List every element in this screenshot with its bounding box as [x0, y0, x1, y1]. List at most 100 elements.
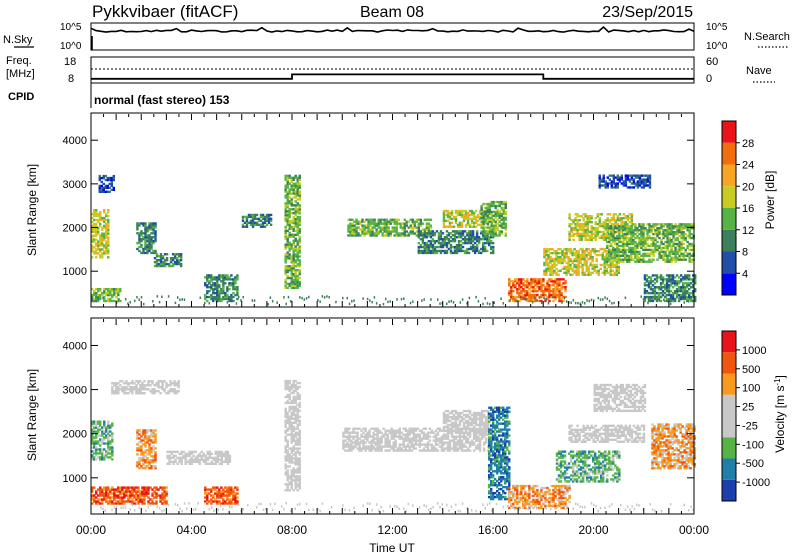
heatmap-cell	[97, 214, 100, 218]
heatmap-cell	[648, 225, 651, 228]
heatmap-cell	[514, 297, 517, 301]
heatmap-cell	[556, 278, 559, 281]
heatmap-cell	[571, 259, 574, 263]
heatmap-cell	[123, 494, 126, 497]
heatmap-cell	[490, 212, 493, 216]
heatmap-cell	[143, 380, 146, 383]
heatmap-cell	[100, 186, 103, 190]
heatmap-cell	[578, 226, 581, 230]
heatmap-cell	[228, 494, 231, 497]
heatmap-cell	[636, 184, 640, 187]
heatmap-cell	[141, 500, 144, 503]
heatmap-cell	[453, 249, 457, 253]
heatmap-cell	[682, 227, 685, 230]
heatmap-cell	[208, 289, 211, 293]
heatmap-cell	[554, 282, 557, 285]
heatmap-cell	[292, 217, 295, 221]
heatmap-cell	[101, 488, 104, 491]
heatmap-cell	[682, 256, 685, 259]
heatmap-cell	[220, 454, 224, 458]
heatmap-cell	[206, 500, 209, 503]
heatmap-cell	[91, 256, 94, 259]
heatmap-cell	[624, 220, 628, 224]
heatmap-cell	[687, 295, 691, 299]
heatmap-cell	[127, 500, 130, 503]
heatmap-cell	[498, 200, 501, 204]
heatmap-cell	[347, 230, 350, 233]
heatmap-cell	[286, 204, 289, 207]
heatmap-cell	[618, 234, 621, 238]
heatmap-cell	[461, 238, 465, 241]
heatmap-cell	[403, 230, 406, 233]
heatmap-cell	[363, 228, 366, 231]
heatmap-cell	[662, 246, 665, 250]
heatmap-cell	[427, 226, 431, 229]
heatmap-cell	[654, 238, 657, 242]
heatmap-cell	[292, 274, 295, 278]
heatmap-cell	[369, 218, 372, 221]
heatmap-cell	[598, 213, 601, 216]
heatmap-cell	[510, 289, 513, 293]
heatmap-cell	[296, 282, 299, 286]
heatmap-cell	[486, 214, 489, 218]
heatmap-cell	[347, 228, 350, 231]
heatmap-cell	[681, 282, 685, 285]
heatmap-cell	[676, 248, 679, 252]
heatmap-cell	[480, 216, 483, 219]
heatmap-cell	[502, 222, 505, 225]
heatmap-cell	[210, 293, 213, 297]
heatmap-cell	[445, 238, 449, 241]
heatmap-cell	[690, 232, 693, 236]
heatmap-cell	[147, 384, 150, 387]
heatmap-cell	[104, 186, 107, 190]
heatmap-cell	[572, 228, 575, 232]
heatmap-cell	[121, 380, 124, 383]
heatmap-cell	[445, 251, 449, 255]
heatmap-cell	[157, 386, 160, 389]
heatmap-cell	[93, 430, 96, 433]
heatmap-cell	[240, 299, 242, 302]
heatmap-cell	[143, 392, 146, 395]
heatmap-cell	[152, 228, 155, 231]
heatmap-cell	[599, 253, 602, 257]
heatmap-cell	[206, 456, 209, 460]
heatmap-cell	[594, 230, 597, 234]
heatmap-cell	[470, 221, 474, 224]
heatmap-cell	[612, 178, 615, 181]
heatmap-cell	[640, 240, 643, 244]
heatmap-cell	[575, 250, 578, 253]
heatmap-cell	[546, 284, 549, 287]
heatmap-cell	[232, 498, 235, 501]
heatmap-cell	[473, 241, 477, 245]
heatmap-cell	[615, 265, 619, 269]
heatmap-cell	[482, 216, 485, 219]
heatmap-cell	[359, 220, 362, 223]
heatmap-cell	[534, 280, 537, 283]
heatmap-cell	[234, 500, 237, 503]
heatmap-cell	[542, 289, 545, 293]
heatmap-cell	[479, 238, 483, 241]
heatmap-cell	[216, 460, 220, 464]
heatmap-cell	[540, 280, 543, 283]
heatmap-cell	[125, 382, 128, 385]
heatmap-cell	[579, 302, 581, 306]
heatmap-cell	[498, 230, 501, 233]
heatmap-cell	[684, 225, 687, 228]
heatmap-cell	[628, 232, 632, 236]
heatmap-cell	[105, 224, 108, 228]
heatmap-cell	[516, 295, 519, 299]
heatmap-cell	[103, 420, 106, 423]
heatmap-cell	[484, 206, 487, 210]
heatmap-cell	[465, 249, 469, 253]
heatmap-cell	[582, 228, 585, 232]
heatmap-cell	[622, 260, 625, 263]
heatmap-cell	[157, 262, 161, 266]
frequency-panel: Freq. [MHz] 18 8 60 0 Nave	[6, 55, 775, 85]
heatmap-cell	[150, 222, 153, 225]
heatmap-cell	[600, 213, 603, 216]
heatmap-cell	[683, 276, 687, 279]
heatmap-cell	[479, 247, 483, 251]
heatmap-cell	[286, 270, 289, 274]
heatmap-cell	[286, 235, 289, 238]
heatmap-cell	[138, 222, 141, 225]
